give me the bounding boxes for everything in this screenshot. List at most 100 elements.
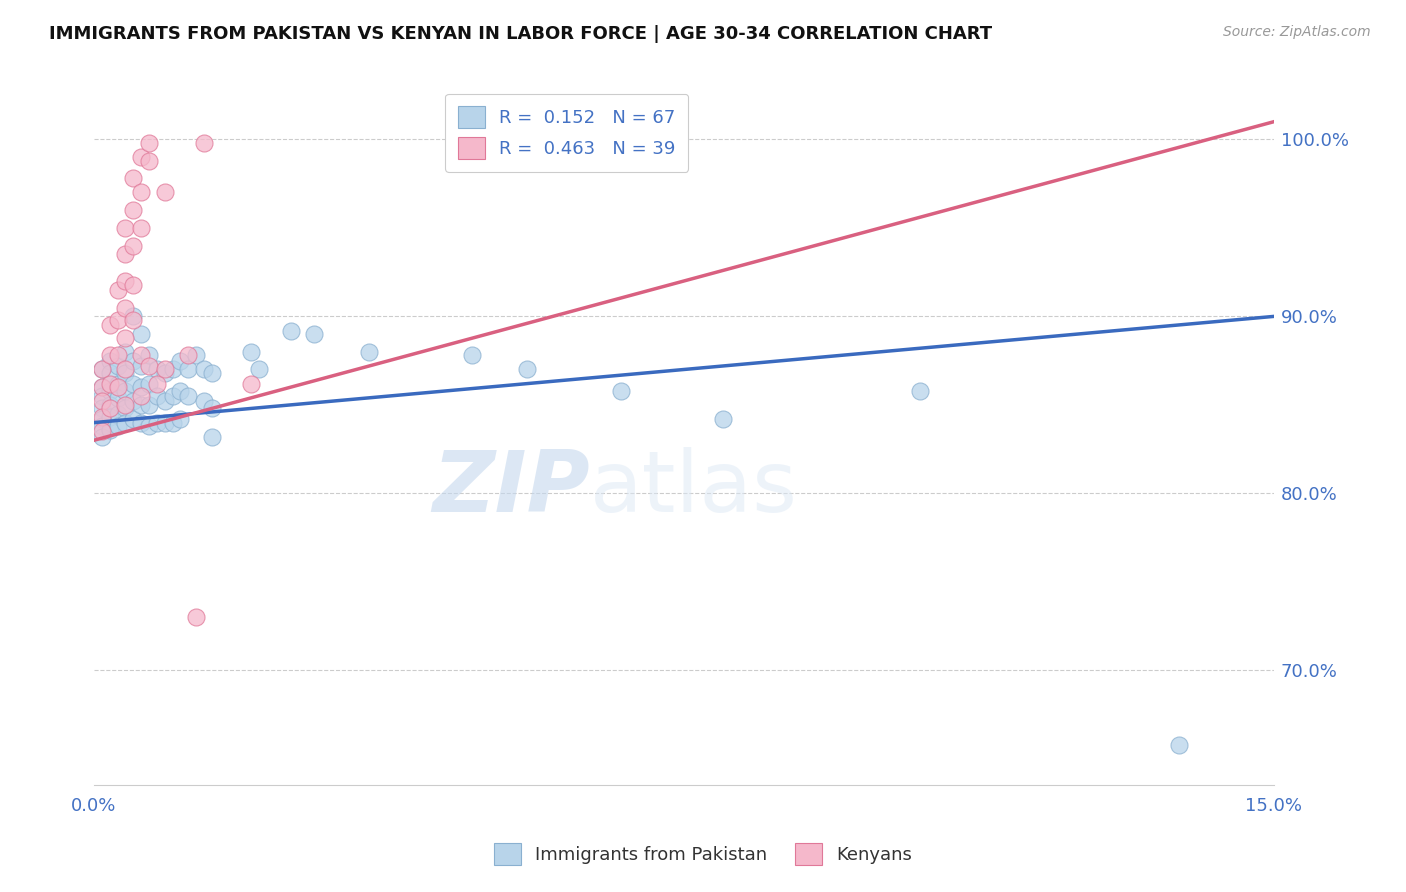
Point: [129, 327, 152, 342]
Point: [138, 153, 160, 168]
Point: [153, 362, 176, 376]
Point: [107, 283, 129, 297]
Point: [90, 389, 112, 403]
Point: [138, 136, 160, 150]
Point: [201, 366, 224, 380]
Point: [114, 384, 136, 398]
Point: [146, 362, 169, 376]
Point: [98, 366, 121, 380]
Point: [114, 416, 136, 430]
Point: [129, 220, 152, 235]
Text: atlas: atlas: [589, 447, 797, 530]
Point: [908, 384, 931, 398]
Point: [90, 380, 112, 394]
Point: [146, 389, 169, 403]
Point: [138, 376, 160, 391]
Point: [98, 410, 121, 425]
Point: [114, 301, 136, 315]
Point: [186, 610, 208, 624]
Point: [129, 186, 152, 200]
Point: [177, 389, 200, 403]
Point: [153, 416, 176, 430]
Point: [711, 412, 734, 426]
Point: [90, 394, 112, 409]
Point: [114, 274, 136, 288]
Point: [129, 380, 152, 394]
Point: [98, 423, 121, 437]
Point: [129, 398, 152, 412]
Point: [201, 430, 224, 444]
Point: [114, 344, 136, 359]
Point: [90, 362, 112, 376]
Point: [302, 327, 325, 342]
Point: [90, 425, 112, 439]
Point: [114, 398, 136, 412]
Point: [98, 398, 121, 412]
Point: [162, 362, 184, 376]
Point: [107, 359, 129, 373]
Point: [122, 171, 145, 186]
Point: [90, 410, 112, 425]
Point: [107, 419, 129, 434]
Point: [129, 416, 152, 430]
Point: [107, 313, 129, 327]
Point: [162, 389, 184, 403]
Point: [162, 416, 184, 430]
Point: [247, 362, 270, 376]
Point: [177, 362, 200, 376]
Point: [146, 416, 169, 430]
Point: [107, 348, 129, 362]
Point: [114, 362, 136, 376]
Point: [90, 419, 112, 434]
Point: [98, 348, 121, 362]
Point: [107, 376, 129, 391]
Point: [90, 380, 112, 394]
Point: [193, 136, 215, 150]
Point: [122, 203, 145, 218]
Point: [169, 384, 191, 398]
Point: [138, 348, 160, 362]
Point: [114, 331, 136, 345]
Point: [153, 186, 176, 200]
Point: [129, 150, 152, 164]
Point: [169, 353, 191, 368]
Point: [98, 384, 121, 398]
Point: [460, 348, 482, 362]
Point: [153, 366, 176, 380]
Point: [516, 362, 538, 376]
Point: [90, 412, 112, 426]
Point: [129, 389, 152, 403]
Point: [129, 348, 152, 362]
Point: [122, 238, 145, 252]
Point: [122, 310, 145, 324]
Point: [153, 394, 176, 409]
Point: [90, 430, 112, 444]
Point: [122, 376, 145, 391]
Point: [98, 376, 121, 391]
Point: [1168, 738, 1191, 752]
Point: [122, 394, 145, 409]
Text: IMMIGRANTS FROM PAKISTAN VS KENYAN IN LABOR FORCE | AGE 30-34 CORRELATION CHART: IMMIGRANTS FROM PAKISTAN VS KENYAN IN LA…: [49, 25, 993, 43]
Point: [114, 366, 136, 380]
Point: [201, 401, 224, 416]
Point: [107, 391, 129, 405]
Point: [122, 353, 145, 368]
Point: [114, 401, 136, 416]
Point: [359, 344, 381, 359]
Point: [98, 318, 121, 333]
Point: [177, 348, 200, 362]
Point: [114, 247, 136, 261]
Point: [122, 277, 145, 292]
Point: [98, 353, 121, 368]
Point: [138, 359, 160, 373]
Point: [129, 359, 152, 373]
Point: [114, 220, 136, 235]
Point: [107, 380, 129, 394]
Point: [240, 344, 263, 359]
Point: [193, 394, 215, 409]
Point: [240, 376, 263, 391]
Legend: Immigrants from Pakistan, Kenyans: Immigrants from Pakistan, Kenyans: [485, 834, 921, 874]
Text: ZIP: ZIP: [432, 447, 589, 530]
Point: [138, 398, 160, 412]
Point: [146, 376, 169, 391]
